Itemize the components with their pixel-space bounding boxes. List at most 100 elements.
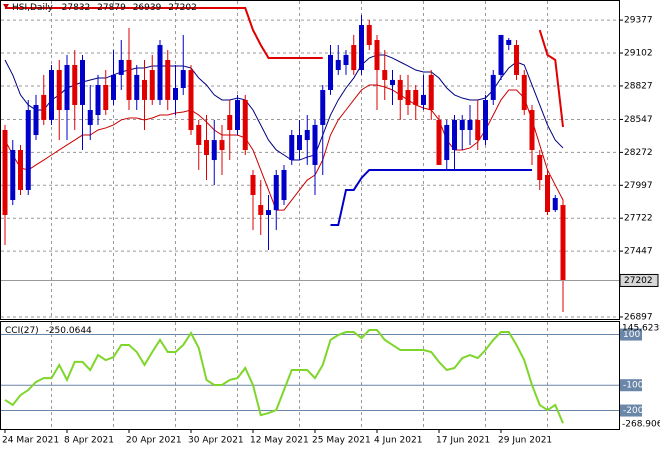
x-tick-label: 8 Apr 2021 xyxy=(64,436,114,446)
candle-body xyxy=(320,90,326,125)
candle-body xyxy=(413,90,419,105)
candle-body xyxy=(165,59,171,100)
candle-body xyxy=(118,59,124,75)
y-tick-label: 26897 xyxy=(624,312,653,322)
candle-body xyxy=(467,119,473,130)
candle-body xyxy=(343,54,349,65)
cci-title: CCI(27) -250.0644 xyxy=(5,326,92,336)
candle-body xyxy=(180,70,186,88)
symbol-icon xyxy=(3,4,9,9)
ohlc-high: 27879 xyxy=(97,3,126,13)
candle-body xyxy=(428,74,434,111)
y-tick-label: 29377 xyxy=(624,16,653,26)
candle-body xyxy=(258,205,264,215)
candle-body xyxy=(289,135,295,161)
candle-body xyxy=(444,124,450,161)
candle-body xyxy=(351,45,357,71)
candle-body xyxy=(529,110,535,150)
candle-body xyxy=(235,99,240,130)
y-tick-label: 27447 xyxy=(624,247,653,257)
candle-body xyxy=(273,175,279,211)
x-tick-label: 25 May 2021 xyxy=(312,436,371,446)
candle-body xyxy=(382,70,388,80)
candle-body xyxy=(514,45,519,75)
cci-frame xyxy=(0,321,620,430)
candle-body xyxy=(126,59,132,100)
candle-body xyxy=(390,79,395,85)
candle-body xyxy=(266,210,271,215)
candle-body xyxy=(111,74,116,100)
y-tick-label: 28272 xyxy=(624,148,653,158)
candle-body xyxy=(250,175,256,195)
x-tick-label: 20 Apr 2021 xyxy=(126,436,182,446)
candle-body xyxy=(545,175,550,212)
candle-body xyxy=(87,110,93,125)
y-tick-label: 100 xyxy=(623,330,640,340)
candle-body xyxy=(10,149,16,201)
ohlc-close: 27202 xyxy=(168,3,197,13)
y-tick-label: 28547 xyxy=(624,115,653,125)
candle-body xyxy=(312,124,318,165)
level-box xyxy=(620,379,642,392)
candle-body xyxy=(33,104,39,136)
level-box xyxy=(620,404,642,417)
symbol: HSI,Daily xyxy=(12,3,53,13)
y-tick-label: 28827 xyxy=(624,81,653,91)
y-tick-label: -100 xyxy=(623,381,644,391)
candle-body xyxy=(366,25,372,46)
candle-body xyxy=(64,64,70,111)
y-min-label: -268.906 xyxy=(622,420,660,430)
level-box xyxy=(620,328,642,341)
candle-body xyxy=(219,140,225,150)
indicator-name: CCI(27) xyxy=(5,326,39,336)
candle-body xyxy=(537,155,543,181)
candle-body xyxy=(560,205,566,281)
x-tick-label: 30 Apr 2021 xyxy=(188,436,244,446)
x-tick-label: 24 Mar 2021 xyxy=(2,436,59,446)
candle-body xyxy=(521,74,527,111)
candle-body xyxy=(204,140,209,156)
current-price-label: 27202 xyxy=(624,276,653,286)
ohlc-open: 27832 xyxy=(62,3,91,13)
price-title: HSI,Daily 27832 27879 26939 27202 xyxy=(12,3,197,13)
candle-body xyxy=(421,94,426,105)
indicator-value: -250.0644 xyxy=(46,326,92,336)
candle-body xyxy=(304,129,310,141)
candle-body xyxy=(196,124,202,145)
candle-body xyxy=(436,119,442,165)
x-tick-label: 29 Jun 2021 xyxy=(498,436,552,446)
candle-body xyxy=(56,70,62,111)
y-tick-label: -200 xyxy=(623,406,644,416)
candle-body xyxy=(2,129,8,215)
candle-body xyxy=(173,87,178,100)
candle-body xyxy=(80,59,85,105)
candle-body xyxy=(18,149,23,190)
candle-body xyxy=(374,39,380,71)
candle-body xyxy=(41,94,47,120)
candle-body xyxy=(359,25,364,71)
candle-body xyxy=(506,39,512,46)
candle-body xyxy=(459,119,465,130)
candle-body xyxy=(242,99,248,150)
candle-body xyxy=(95,84,101,116)
ohlc-low: 26939 xyxy=(133,3,162,13)
candle-body xyxy=(475,119,481,141)
candle-body xyxy=(490,74,496,100)
price-frame xyxy=(0,0,620,320)
candle-body xyxy=(452,119,457,150)
candle-body xyxy=(227,115,233,130)
candle-body xyxy=(483,99,488,141)
x-tick-label: 12 May 2021 xyxy=(250,436,309,446)
candle-body xyxy=(328,54,333,91)
candle-body xyxy=(188,70,194,130)
candle-body xyxy=(103,84,109,111)
candle-body xyxy=(149,70,155,100)
candle-body xyxy=(157,45,163,100)
x-tick-label: 4 Jun 2021 xyxy=(374,436,422,446)
current-price-box xyxy=(619,273,659,287)
candle-body xyxy=(297,135,302,150)
y-tick-label: 27722 xyxy=(624,214,653,224)
overlay-line xyxy=(330,168,532,227)
candle-body xyxy=(211,140,217,161)
